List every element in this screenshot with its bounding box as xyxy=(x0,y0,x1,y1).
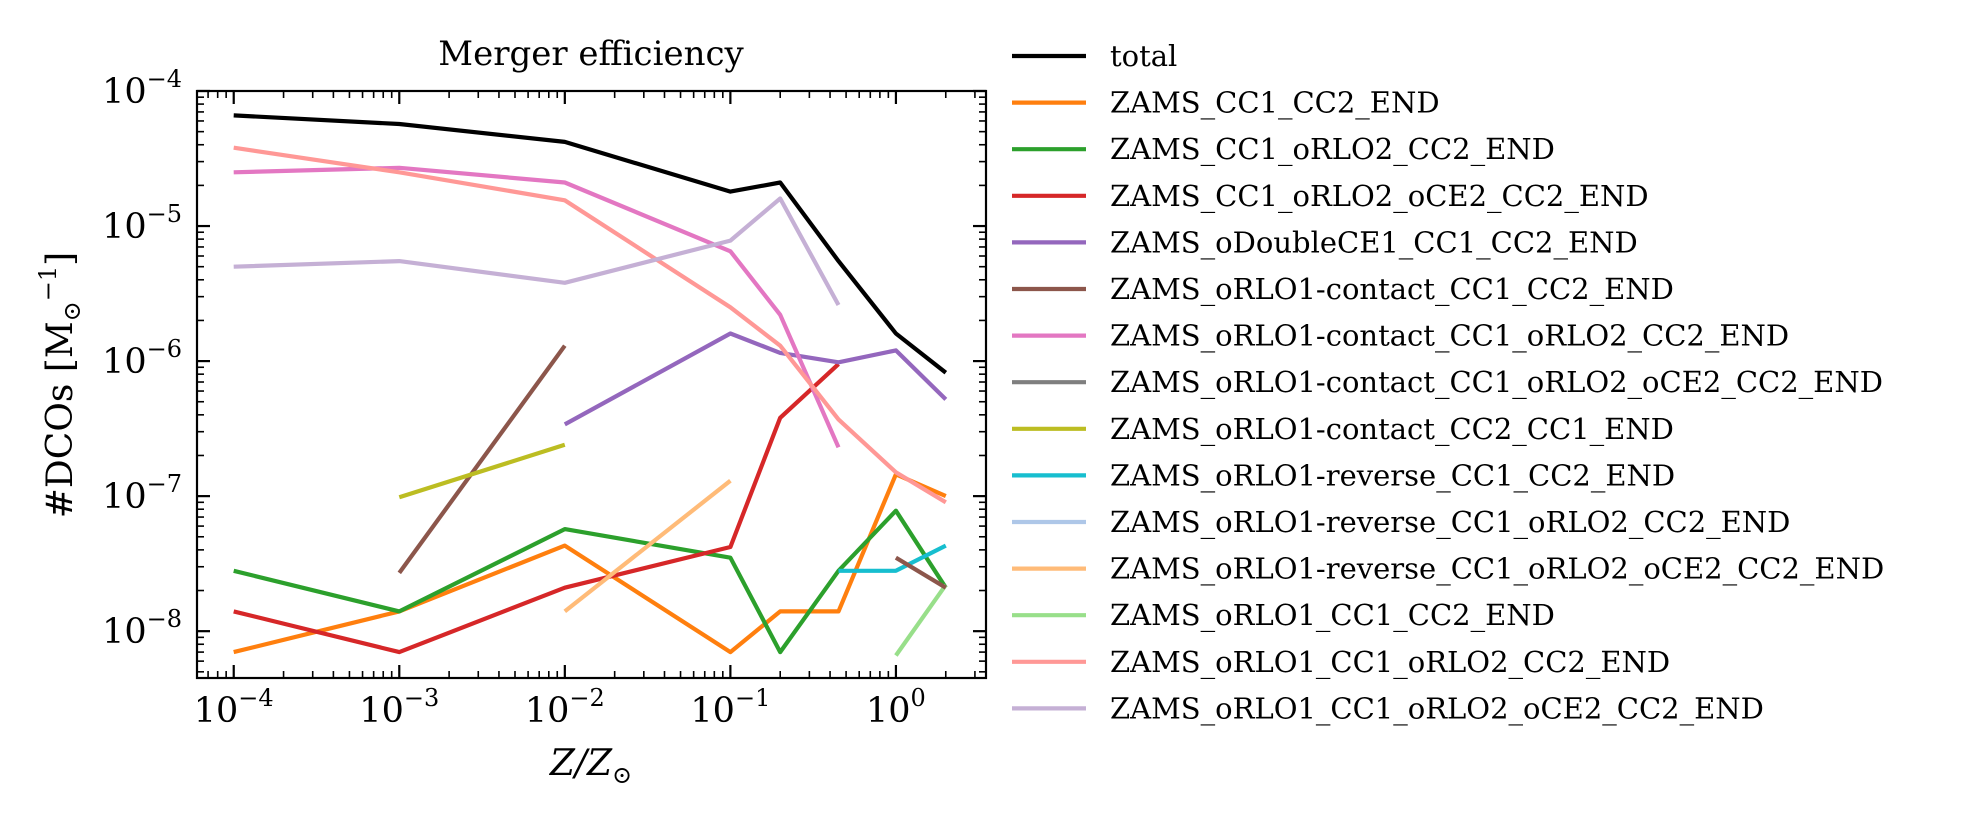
legend-label: ZAMS_oRLO1-contact_CC1_oRLO2_CC2_END xyxy=(1110,319,1789,354)
legend-label: ZAMS_oRLO1-contact_CC1_oRLO2_oCE2_CC2_EN… xyxy=(1110,365,1883,400)
chart-title: Merger efficiency xyxy=(438,34,744,74)
x-tick-labels: 10−4 10−3 10−2 10−1 100 xyxy=(194,684,926,731)
series-line-zams-orlo1-contact-cc1-cc2-end xyxy=(397,344,567,575)
y-tick-label: 10−5 xyxy=(102,200,182,247)
legend-label: ZAMS_oRLO1-reverse_CC1_oRLO2_oCE2_CC2_EN… xyxy=(1110,552,1884,587)
axes-frame xyxy=(195,89,988,680)
x-tick-label: 10−3 xyxy=(359,684,439,731)
legend-label: ZAMS_oRLO1_CC1_oRLO2_oCE2_CC2_END xyxy=(1110,691,1764,726)
legend-label: ZAMS_oRLO1-reverse_CC1_CC2_END xyxy=(1110,458,1675,493)
series-line-total xyxy=(233,113,948,375)
legend: total ZAMS_CC1_CC2_END ZAMS_CC1_oRLO2_CC2_… xyxy=(1012,39,1884,726)
y-tick-label: 10−6 xyxy=(102,335,182,382)
plot-lines xyxy=(233,113,948,657)
series-line-zams-cc1-orlo2-oce2-cc2-end xyxy=(233,362,840,655)
series-line-zams-orlo1-contact-cc1-cc2-end-segment xyxy=(894,555,947,590)
series-line-zams-orlo1-reverse-cc1-cc2-end xyxy=(838,543,947,573)
series-line-zams-orlo1-reverse-cc1-orlo2-oce2-cc2-end xyxy=(563,479,732,614)
y-axis-title: #DCOs [M⊙−1] xyxy=(34,252,86,518)
legend-label: ZAMS_CC1_oRLO2_oCE2_CC2_END xyxy=(1110,179,1649,214)
series-line-zams-cc1-orlo2-cc2-end xyxy=(233,508,948,655)
series-line-zams-orlo1-contact-cc1-orlo2-cc2-end xyxy=(233,165,841,449)
legend-label: ZAMS_oRLO1-contact_CC1_CC2_END xyxy=(1110,272,1674,307)
legend-label: ZAMS_oRLO1-contact_CC2_CC1_END xyxy=(1110,412,1674,447)
x-tick-label: 10−2 xyxy=(525,684,605,731)
legend-label: ZAMS_CC1_oRLO2_CC2_END xyxy=(1110,132,1555,167)
series-line-zams-orlo1-cc1-cc2-end xyxy=(894,583,948,657)
legend-label: ZAMS_oRLO1-reverse_CC1_oRLO2_CC2_END xyxy=(1110,505,1790,540)
y-tick-label: 10−7 xyxy=(102,470,182,517)
legend-label: ZAMS_CC1_CC2_END xyxy=(1110,86,1440,121)
y-tick-label: 10−8 xyxy=(102,605,182,652)
legend-label: ZAMS_oDoubleCE1_CC1_CC2_END xyxy=(1110,225,1638,260)
y-tick-labels: 10−8 10−7 10−6 10−5 10−4 xyxy=(102,65,182,652)
axis-ticks xyxy=(196,89,986,678)
series-line-zams-odoublece1-cc1-cc2-end xyxy=(563,331,948,427)
series-line-zams-cc1-cc2-end xyxy=(233,472,947,655)
legend-label: ZAMS_oRLO1_CC1_oRLO2_CC2_END xyxy=(1110,645,1670,680)
x-tick-label: 10−4 xyxy=(194,684,274,731)
legend-label: ZAMS_oRLO1_CC1_CC2_END xyxy=(1110,598,1555,633)
series-line-zams-orlo1-cc1-orlo2-cc2-end xyxy=(233,145,947,505)
series-line-zams-orlo1-cc1-orlo2-oce2-cc2-end xyxy=(233,196,841,307)
legend-label: total xyxy=(1110,39,1177,73)
x-axis-title: Z/Z⊙ xyxy=(549,743,632,789)
x-tick-label: 100 xyxy=(866,684,926,731)
series-line-zams-orlo1-contact-cc2-cc1-end xyxy=(398,442,566,500)
x-tick-label: 10−1 xyxy=(690,684,770,731)
y-tick-label: 10−4 xyxy=(102,65,182,112)
